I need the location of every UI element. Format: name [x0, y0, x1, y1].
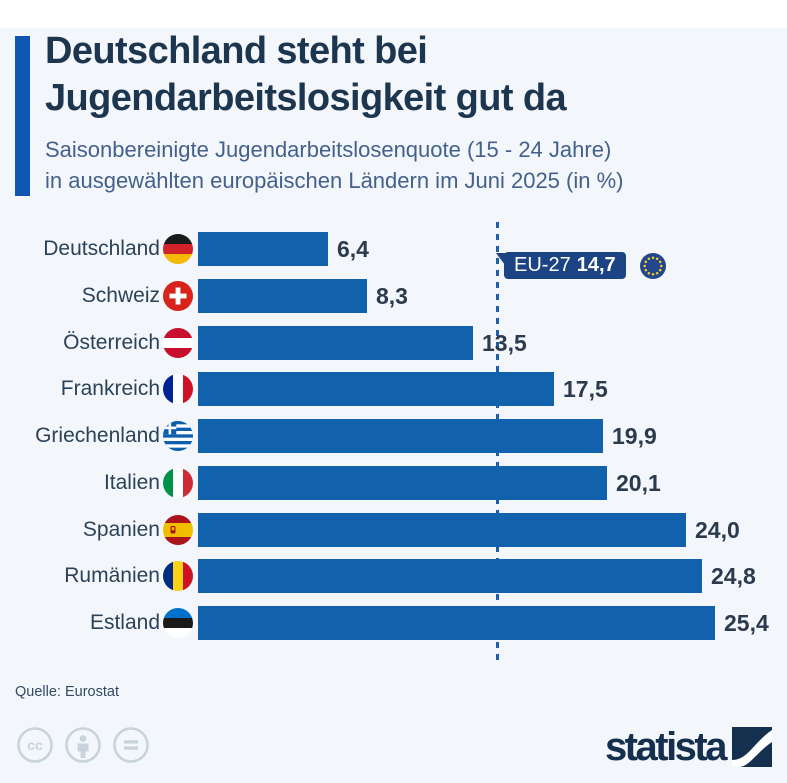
attribution-icon[interactable]	[64, 726, 102, 764]
flag-austria-icon	[163, 328, 193, 358]
page-subtitle: Saisonbereinigte Jugendarbeitslosenquote…	[45, 134, 775, 196]
country-label: Schweiz	[81, 284, 160, 307]
country-label: Österreich	[63, 331, 160, 354]
bar-value-label: 17,5	[563, 376, 608, 402]
bar-value-label: 25,4	[724, 610, 769, 636]
flag-germany-icon	[163, 234, 193, 264]
bar-italien	[198, 466, 607, 500]
title-line-1: Deutschland steht bei	[45, 30, 428, 72]
source-note: Quelle: Eurostat	[15, 684, 119, 700]
no-derivatives-icon[interactable]	[112, 726, 150, 764]
bar-österreich	[198, 326, 473, 360]
bar-value-label: 13,5	[482, 330, 527, 356]
subtitle-line-2: in ausgewählten europäischen Ländern im …	[45, 168, 624, 193]
country-label: Estland	[89, 611, 160, 634]
title-line-2: Jugendarbeitslosigkeit gut da	[45, 77, 567, 119]
bar-rumänien	[198, 559, 702, 593]
bar-spanien	[198, 513, 686, 547]
top-strip	[0, 0, 787, 28]
subtitle-line-1: Saisonbereinigte Jugendarbeitslosenquote…	[45, 137, 612, 162]
svg-text:cc: cc	[27, 737, 43, 753]
flag-france-icon	[163, 374, 193, 404]
flag-romania-icon	[163, 561, 193, 591]
bar-deutschland	[198, 232, 328, 266]
bar-griechenland	[198, 419, 603, 453]
country-label: Italien	[103, 471, 160, 494]
flag-greece-icon	[163, 421, 193, 451]
page-title: Deutschland steht bei Jugendarbeitslosig…	[45, 28, 765, 122]
country-label: Frankreich	[60, 377, 160, 400]
bar-value-label: 19,9	[612, 423, 657, 449]
country-label: Griechenland	[35, 424, 160, 447]
country-label: Deutschland	[43, 237, 160, 260]
bar-frankreich	[198, 372, 554, 406]
eu-average-badge: EU-27 14,7	[496, 252, 626, 279]
bar-value-label: 24,8	[711, 563, 756, 589]
flag-switzerland-icon	[163, 281, 193, 311]
statista-logo[interactable]: statista	[560, 724, 772, 770]
country-label: Rumänien	[64, 564, 160, 587]
bar-value-label: 20,1	[616, 470, 661, 496]
eu-badge-value: 14,7	[576, 254, 616, 276]
flag-spain-icon	[163, 515, 193, 545]
license-icons[interactable]: cc	[16, 726, 150, 764]
statista-logo-icon	[732, 727, 772, 767]
country-label: Spanien	[82, 518, 160, 541]
statista-wordmark: statista	[604, 725, 728, 769]
eu-badge-label: EU-27	[514, 254, 571, 276]
bar-value-label: 24,0	[695, 517, 740, 543]
flag-eu-icon	[640, 253, 666, 279]
flag-italy-icon	[163, 468, 193, 498]
cc-icon[interactable]: cc	[16, 726, 54, 764]
title-accent-bar	[15, 36, 30, 196]
bar-estland	[198, 606, 715, 640]
bar-value-label: 8,3	[376, 283, 408, 309]
flag-estonia-icon	[163, 608, 193, 638]
bar-schweiz	[198, 279, 367, 313]
bar-value-label: 6,4	[337, 236, 369, 262]
